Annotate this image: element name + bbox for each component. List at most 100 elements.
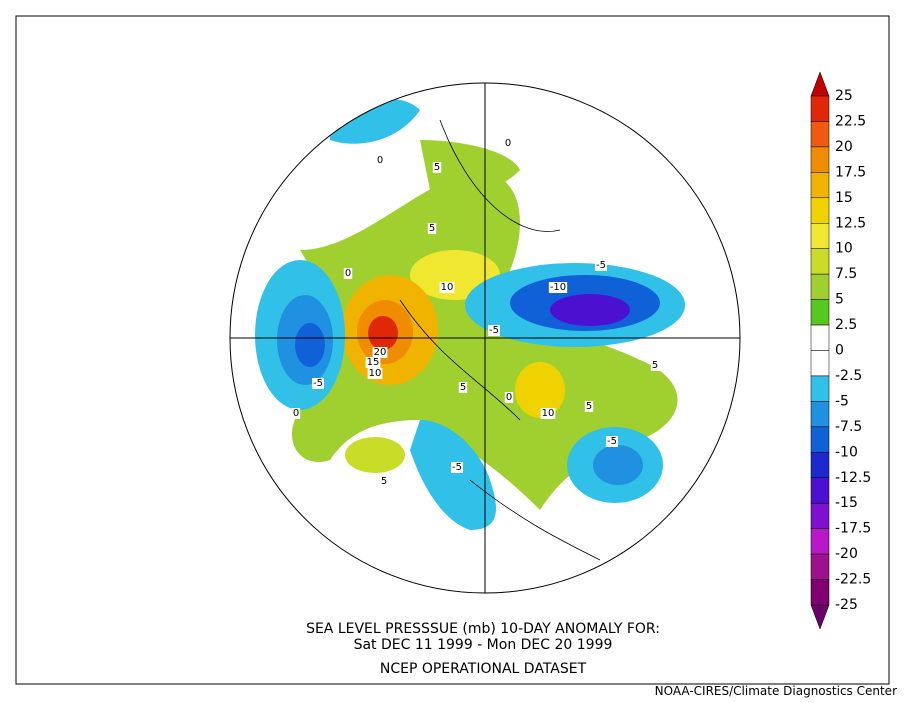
- colorbar-bin: [810, 197, 830, 224]
- colorbar-bin: [810, 146, 830, 173]
- contour-label: 5: [460, 382, 466, 393]
- contour-label: -5: [596, 260, 606, 271]
- contour-label-bg: [372, 347, 388, 358]
- coastline: [399, 119, 601, 561]
- colorbar-label: 0: [835, 343, 844, 359]
- title-line: Sat DEC 11 1999 - Mon DEC 20 1999: [354, 637, 613, 653]
- colorbar-label: 22.5: [835, 113, 866, 129]
- colorbar-bin: [810, 248, 830, 275]
- colorbar-label: 12.5: [835, 215, 866, 231]
- colorbar-bin: [810, 172, 830, 199]
- contour-label: 10: [369, 368, 382, 379]
- frame: [15, 15, 890, 685]
- contour-label: -5: [607, 436, 617, 447]
- colorbar-label: 10: [835, 241, 853, 257]
- contour-label-bg: [548, 282, 568, 293]
- contour-label: -5: [452, 462, 462, 473]
- contour-label-bg: [504, 392, 514, 403]
- colorbar-bin: [810, 553, 830, 580]
- contour-label-bg: [427, 223, 437, 234]
- positive-anomaly: [345, 437, 405, 473]
- colorbar-bin: [810, 273, 830, 300]
- colorbar-label: 7.5: [835, 266, 857, 282]
- credit: NOAA-CIRES/Climate Diagnostics Center: [655, 684, 897, 698]
- negative-anomaly: [295, 323, 325, 367]
- negative-anomaly: [410, 420, 496, 530]
- colorbar-under: [810, 604, 830, 630]
- colorbar-label: -15: [835, 495, 858, 511]
- contour-label-bg: [458, 382, 468, 393]
- colorbar-label: -20: [835, 546, 858, 562]
- colorbar-bin: [810, 350, 830, 377]
- positive-anomaly: [368, 316, 398, 350]
- colorbar-label: -5: [835, 393, 849, 409]
- colorbar-bin: [810, 95, 830, 122]
- colorbar-label: -2.5: [835, 368, 862, 384]
- contour-label-bg: [606, 436, 618, 447]
- contour-label: 5: [586, 401, 592, 412]
- negative-anomaly: [550, 294, 630, 326]
- colorbar-bin: [810, 375, 830, 402]
- colorbar-label: 25: [835, 88, 853, 104]
- contour-label-bg: [375, 155, 385, 166]
- contour-label: 0: [506, 392, 512, 403]
- contour-label: 10: [441, 282, 454, 293]
- positive-anomaly: [420, 140, 520, 194]
- colorbar-label: -25: [835, 597, 858, 613]
- positive-anomaly: [515, 362, 565, 418]
- colorbar: 25 22.5 20 17.5 15 12.5 10 7.5 5 2.5 0 -2.5 -5 -7.5 -1…: [810, 71, 871, 630]
- colorbar-label: -22.5: [835, 572, 871, 588]
- contour-label-bg: [379, 476, 389, 487]
- colorbar-bin: [810, 324, 830, 351]
- contour-label-bg: [540, 408, 556, 419]
- colorbar-label: 20: [835, 139, 853, 155]
- contour-label: 0: [345, 268, 351, 279]
- contour-label: 5: [652, 360, 658, 371]
- contour-label: 5: [429, 223, 435, 234]
- contour-label-bg: [650, 360, 660, 371]
- contour-label-bg: [584, 401, 594, 412]
- colorbar-bin: [810, 299, 830, 326]
- colorbar-bin: [810, 477, 830, 504]
- contour-label-bg: [503, 138, 513, 149]
- contour-label-bg: [451, 462, 463, 473]
- contour-label: -10: [550, 282, 566, 293]
- title-line: SEA LEVEL PRESSSUE (mb) 10-DAY ANOMALY F…: [306, 621, 660, 637]
- colorbar-label: -12.5: [835, 470, 871, 486]
- colorbar-label: 2.5: [835, 317, 857, 333]
- contour-label: 15: [367, 357, 380, 368]
- contour-label: 5: [381, 476, 387, 487]
- contour-label-bg: [439, 282, 455, 293]
- colorbar-bin: [810, 579, 830, 606]
- colorbar-label: -7.5: [835, 419, 862, 435]
- contour-label-bg: [488, 325, 500, 336]
- contour-label: 20: [374, 347, 387, 358]
- contour-label-bg: [365, 357, 381, 368]
- title-line: NCEP OPERATIONAL DATASET: [380, 661, 587, 677]
- contour-label: 5: [434, 162, 440, 173]
- contour-label: 0: [505, 138, 511, 149]
- contour-label-bg: [291, 408, 301, 419]
- contour-label-bg: [595, 260, 607, 271]
- contour-label: -5: [489, 325, 499, 336]
- colorbar-label: 5: [835, 292, 844, 308]
- colorbar-bin: [810, 401, 830, 428]
- colorbar-label: -10: [835, 444, 858, 460]
- contour-label: 0: [293, 408, 299, 419]
- contour-label-bg: [367, 368, 383, 379]
- colorbar-label: 15: [835, 190, 853, 206]
- contour-label-bg: [312, 378, 324, 389]
- colorbar-bin: [810, 426, 830, 453]
- contour-label: 10: [542, 408, 555, 419]
- contour-label: 0: [377, 155, 383, 166]
- negative-anomaly: [593, 445, 643, 485]
- colorbar-bin: [810, 223, 830, 249]
- colorbar-over: [810, 71, 830, 97]
- colorbar-bin: [810, 121, 830, 148]
- contour-label-bg: [343, 268, 353, 279]
- colorbar-label: 17.5: [835, 164, 866, 180]
- colorbar-bin: [810, 452, 830, 478]
- colorbar-bin: [810, 502, 830, 529]
